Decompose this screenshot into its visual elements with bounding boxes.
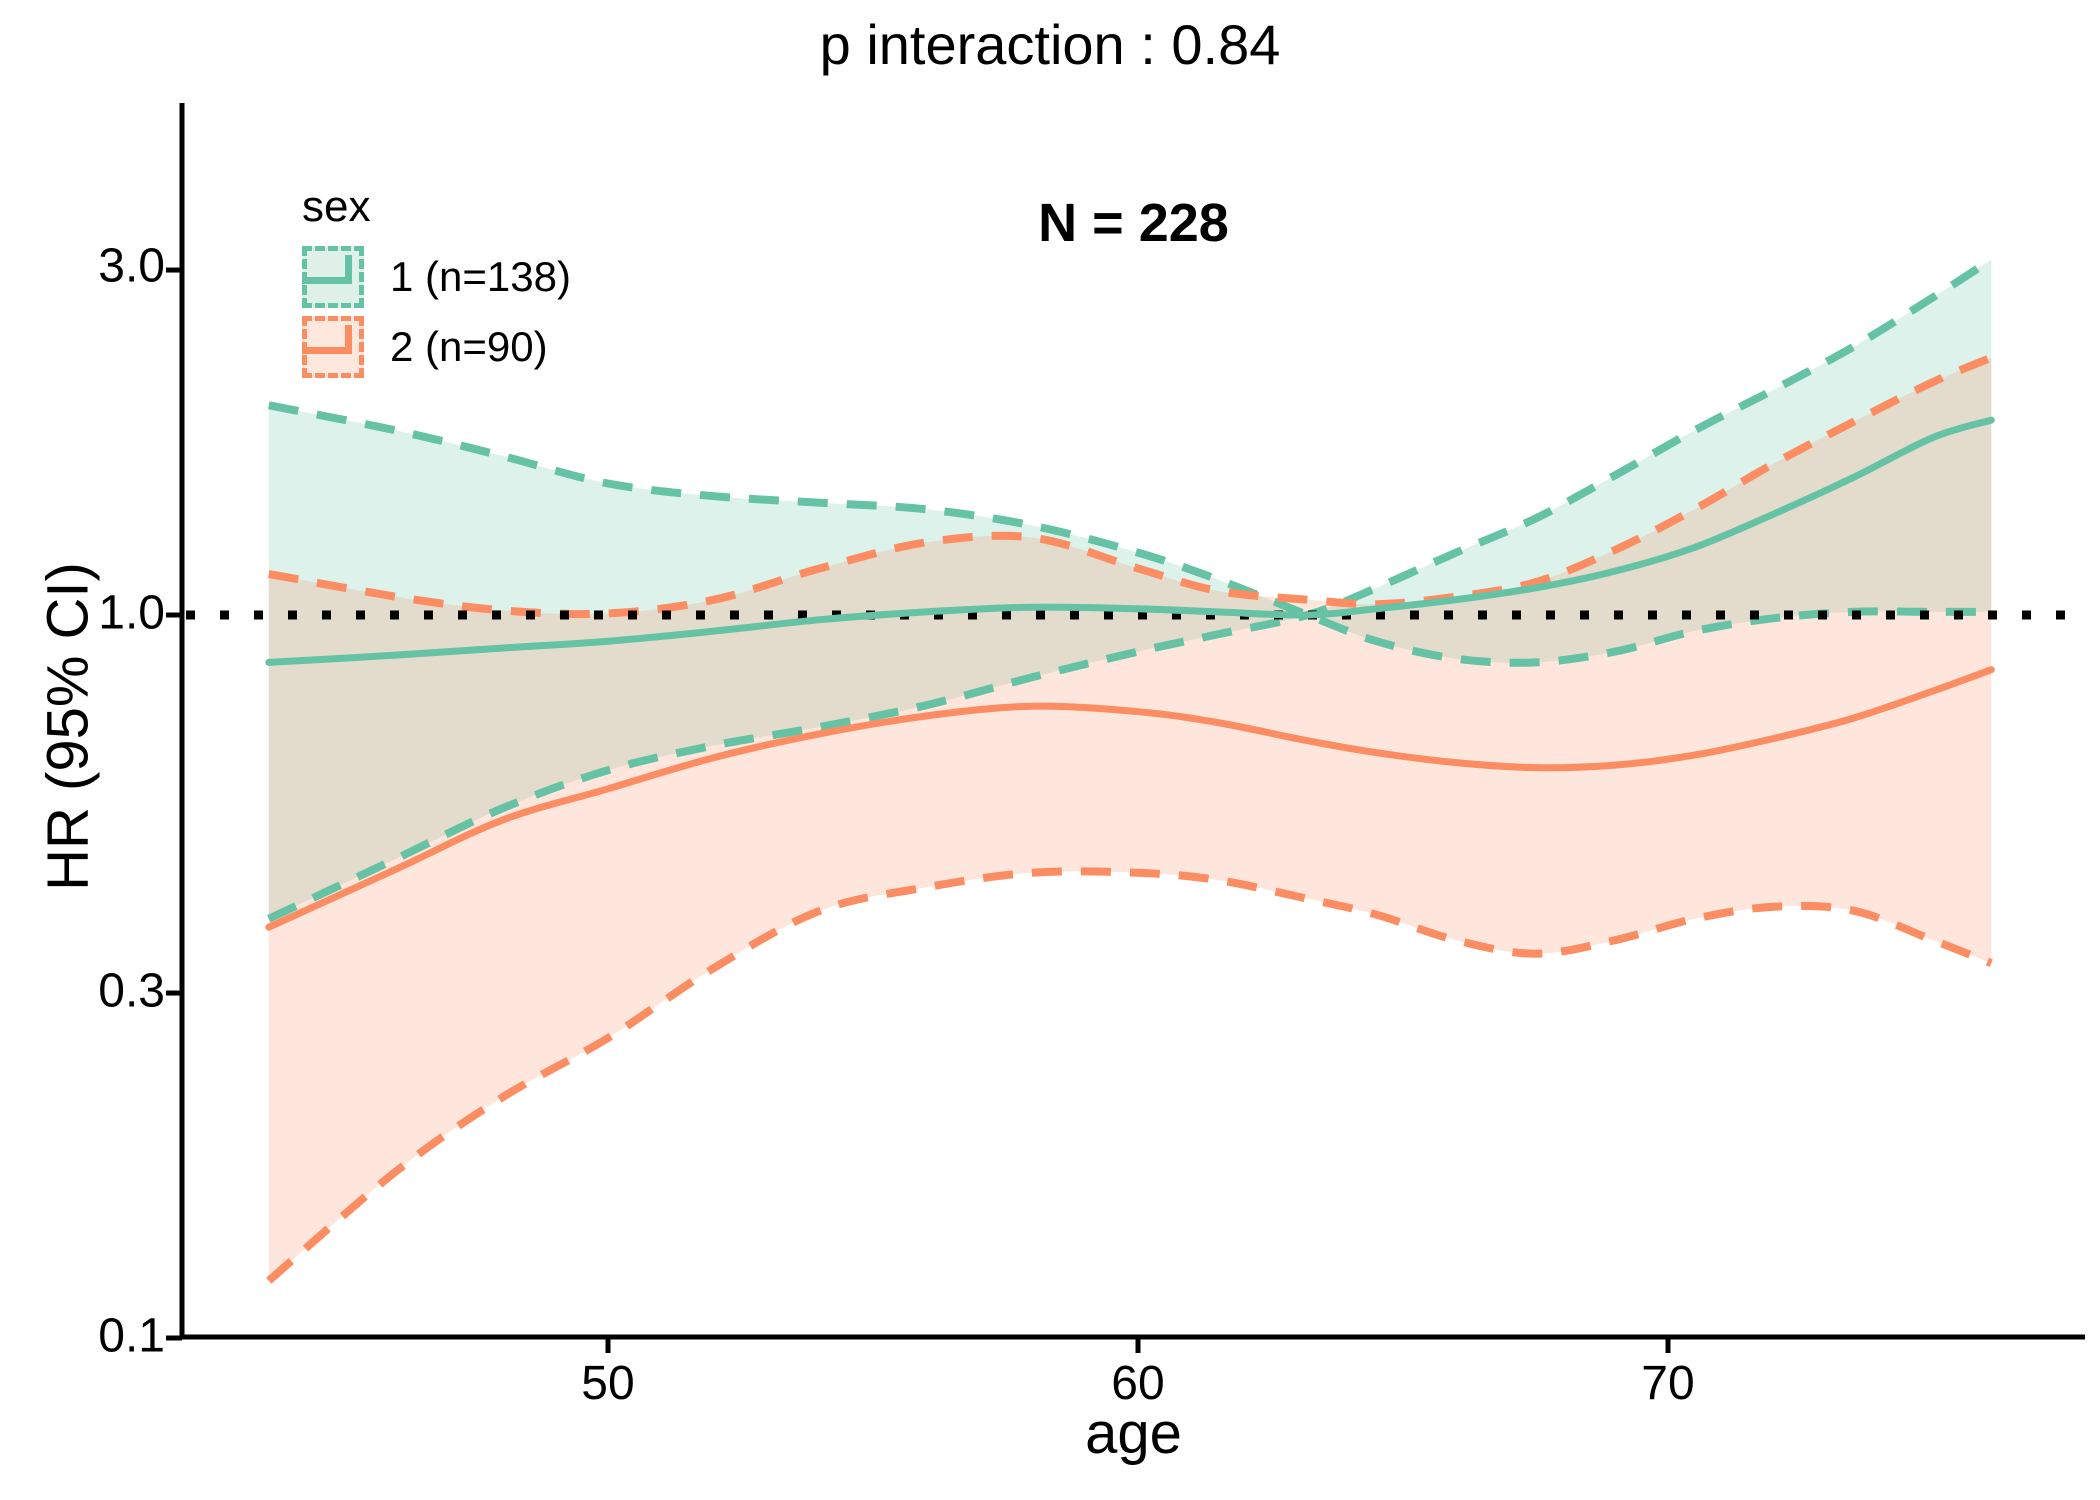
x-axis-title: age [1085, 1401, 1182, 1466]
ci-curve-a-sex1 [268, 401, 1992, 667]
ci-curve-b-sex1 [267, 256, 1994, 923]
ci-ribbon-sex1 [268, 259, 1992, 919]
fit-line-sex1 [265, 416, 1995, 666]
fit-line-sex2 [265, 666, 1995, 931]
legend-label-sex1: 1 (n=138) [390, 253, 571, 300]
legend-key-line [302, 347, 350, 354]
sample-size-annotation: N = 228 [1038, 193, 1229, 253]
legend-key-sex1 [302, 246, 364, 308]
y-tick-label-3: 3.0 [98, 239, 165, 293]
x-tick-label-60: 60 [1111, 1357, 1165, 1410]
legend: sex 1 (n=138) 2 (n=90) [302, 182, 571, 386]
chart-title: p interaction : 0.84 [819, 13, 1281, 76]
legend-label-sex2: 2 (n=90) [390, 323, 548, 370]
legend-title: sex [302, 182, 371, 231]
ci-curve-a-sex2 [268, 353, 1993, 619]
y-tick-label-1: 1.0 [98, 586, 165, 640]
x-tick-label-50: 50 [581, 1357, 635, 1410]
y-tick-label-03: 0.3 [98, 964, 165, 1018]
legend-key-line [302, 277, 350, 284]
y-axis-title: HR (95% CI) [35, 562, 101, 891]
ci-curve-b-sex2 [266, 867, 1993, 1284]
legend-item-sex2: 2 (n=90) [302, 316, 571, 378]
legend-key-cap [345, 255, 352, 284]
y-tick-label-01: 0.1 [98, 1309, 165, 1363]
legend-key-sex2 [302, 316, 364, 378]
x-tick-label-70: 70 [1641, 1357, 1695, 1410]
ci-ribbon-sex2 [268, 357, 1992, 1281]
legend-key-cap [345, 325, 352, 354]
legend-item-sex1: 1 (n=138) [302, 246, 571, 308]
